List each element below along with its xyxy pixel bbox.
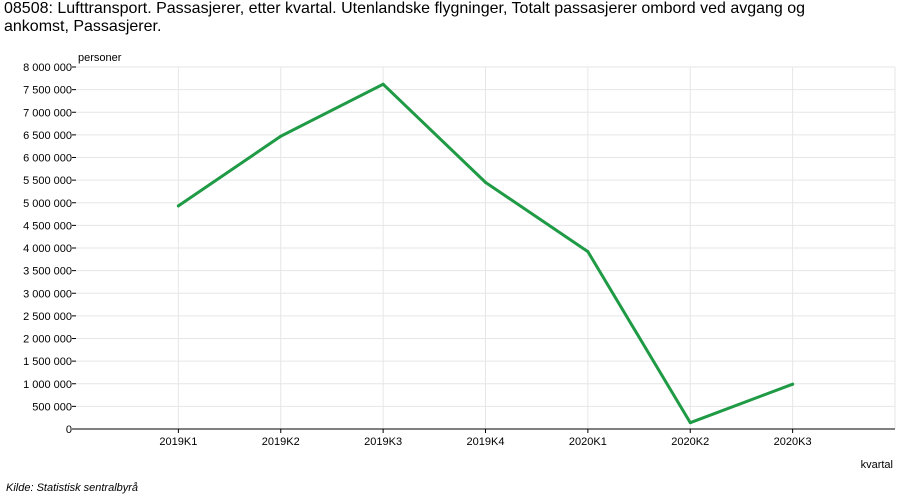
data-point [688,421,692,425]
y-tick-label: 6 000 000 [23,153,72,165]
x-tick-label: 2019K4 [467,436,505,448]
x-axis-ticks: 2019K1 2019K2 2019K3 2019K4 2020K1 2020K2 2020… [159,429,812,448]
data-point [586,250,590,254]
x-tick-label: 2020K3 [774,436,812,448]
x-axis-label: kvartal [861,459,893,471]
x-tick-label: 2019K1 [159,436,197,448]
y-axis-ticks: 0 500 000 1 000 000 1 500 000 2 000 000 2 500… [23,62,76,436]
y-tick-label: 500 000 [32,401,72,413]
y-tick-label: 7 000 000 [23,107,72,119]
x-tick-label: 2020K1 [569,436,607,448]
x-tick-label: 2019K2 [262,436,300,448]
y-tick-label: 3 500 000 [23,266,72,278]
y-tick-label: 8 000 000 [23,62,72,74]
y-tick-label: 1 500 000 [23,356,72,368]
y-tick-label: 3 000 000 [23,288,72,300]
y-tick-label: 0 [66,424,72,436]
x-tick-label: 2019K3 [364,436,402,448]
data-point [176,204,180,208]
y-tick-label: 5 500 000 [23,175,72,187]
data-point [791,382,795,386]
chart-title: 08508: Lufttransport. Passasjerer, etter… [4,0,806,35]
x-tick-label: 2020K2 [671,436,709,448]
gridlines [76,66,896,429]
y-tick-label: 2 500 000 [23,311,72,323]
data-point [279,134,283,138]
y-tick-label: 2 000 000 [23,334,72,346]
data-point [484,180,487,184]
y-tick-label: 4 000 000 [23,243,72,255]
data-point [381,82,385,86]
y-tick-label: 4 500 000 [23,220,72,232]
y-tick-label: 6 500 000 [23,130,72,142]
source-note: Kilde: Statistisk sentralbyrå [6,482,139,494]
y-tick-label: 1 000 000 [23,379,72,391]
y-axis-label: personer [78,52,122,64]
y-tick-label: 7 500 000 [23,85,72,97]
series-group [176,82,795,425]
y-tick-label: 5 000 000 [23,198,72,210]
